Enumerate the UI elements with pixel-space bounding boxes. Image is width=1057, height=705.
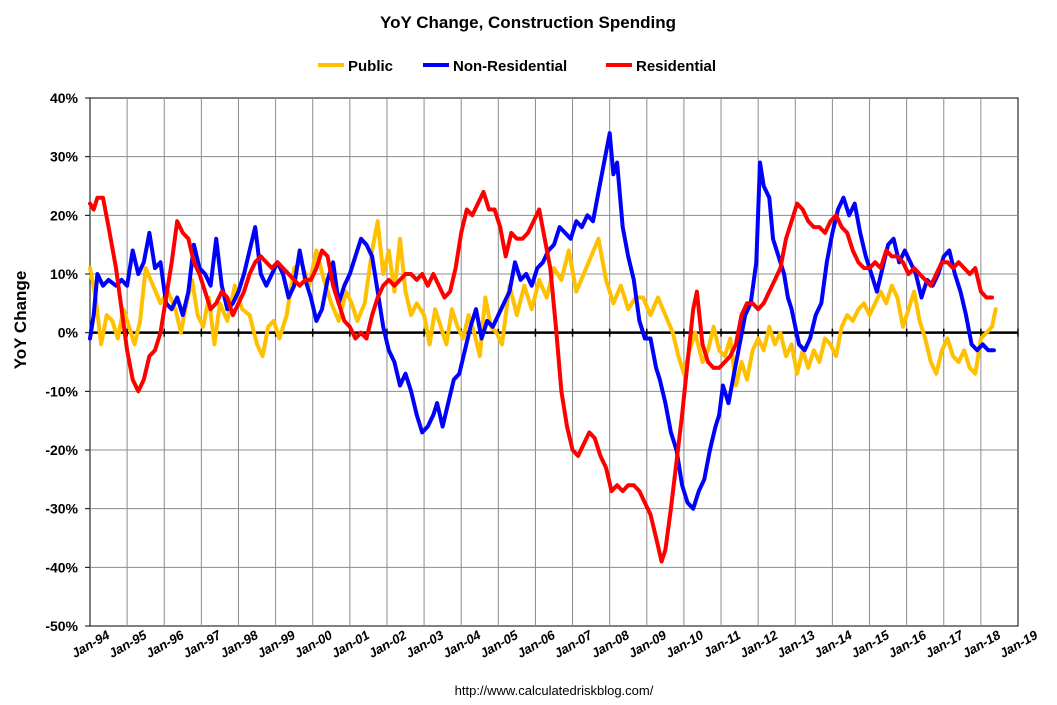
y-tick-label: -30% — [45, 501, 78, 517]
x-tick-label: Jan-17 — [923, 627, 967, 661]
x-tick-label: Jan-16 — [886, 627, 930, 661]
x-tick-label: Jan-09 — [626, 627, 670, 661]
x-tick-label: Jan-14 — [811, 627, 855, 661]
x-tick-label: Jan-95 — [106, 627, 150, 661]
plot-area — [88, 97, 1019, 627]
y-tick-label: -10% — [45, 383, 78, 399]
x-tick-label: Jan-96 — [143, 627, 187, 661]
y-tick-label: 10% — [50, 266, 79, 282]
chart-title: YoY Change, Construction Spending — [380, 13, 676, 32]
source-url: http://www.calculatedriskblog.com/ — [455, 683, 654, 698]
series-line-residential — [88, 189, 994, 564]
x-tick-label: Jan-10 — [663, 627, 707, 661]
x-tick-label: Jan-12 — [737, 627, 781, 661]
x-tick-label: Jan-03 — [403, 627, 447, 661]
x-tick-label: Jan-06 — [514, 627, 558, 661]
x-axis: Jan-94Jan-95Jan-96Jan-97Jan-98Jan-99Jan-… — [69, 627, 1041, 661]
y-tick-label: -40% — [45, 559, 78, 575]
legend-label: Public — [348, 58, 393, 75]
x-tick-label: Jan-00 — [292, 627, 336, 661]
y-tick-label: -20% — [45, 442, 78, 458]
y-tick-label: 0% — [58, 325, 79, 341]
legend-label: Residential — [636, 58, 716, 75]
series-line-non-residential — [88, 131, 996, 511]
x-tick-label: Jan-98 — [217, 627, 261, 661]
x-tick-label: Jan-08 — [589, 627, 633, 661]
x-tick-label: Jan-97 — [180, 627, 224, 661]
y-axis: 40% 30% 20% 10% 0% -10% -20% -30% -40% -50% — [45, 90, 90, 634]
legend: Public Non-Residential Residential — [318, 58, 716, 75]
x-tick-label: Jan-13 — [774, 627, 818, 661]
x-tick-label: Jan-11 — [701, 627, 743, 660]
x-tick-label: Jan-01 — [329, 627, 372, 661]
x-tick-label: Jan-02 — [366, 627, 410, 661]
x-tick-label: Jan-15 — [848, 627, 892, 661]
series-lines — [88, 131, 998, 564]
plot-background — [89, 97, 1019, 627]
y-axis-label: YoY Change — [11, 271, 30, 370]
y-tick-label: 40% — [50, 90, 79, 106]
x-tick-label: Jan-99 — [255, 627, 299, 661]
x-tick-label: Jan-07 — [551, 627, 595, 661]
y-tick-label: 20% — [50, 207, 79, 223]
legend-label: Non-Residential — [453, 58, 567, 75]
y-tick-label: -50% — [45, 618, 78, 634]
x-tick-label: Jan-18 — [960, 627, 1004, 661]
x-tick-label: Jan-04 — [440, 627, 484, 661]
x-tick-label: Jan-05 — [477, 627, 521, 661]
x-tick-label: Jan-19 — [997, 627, 1041, 661]
y-tick-label: 30% — [50, 149, 79, 165]
